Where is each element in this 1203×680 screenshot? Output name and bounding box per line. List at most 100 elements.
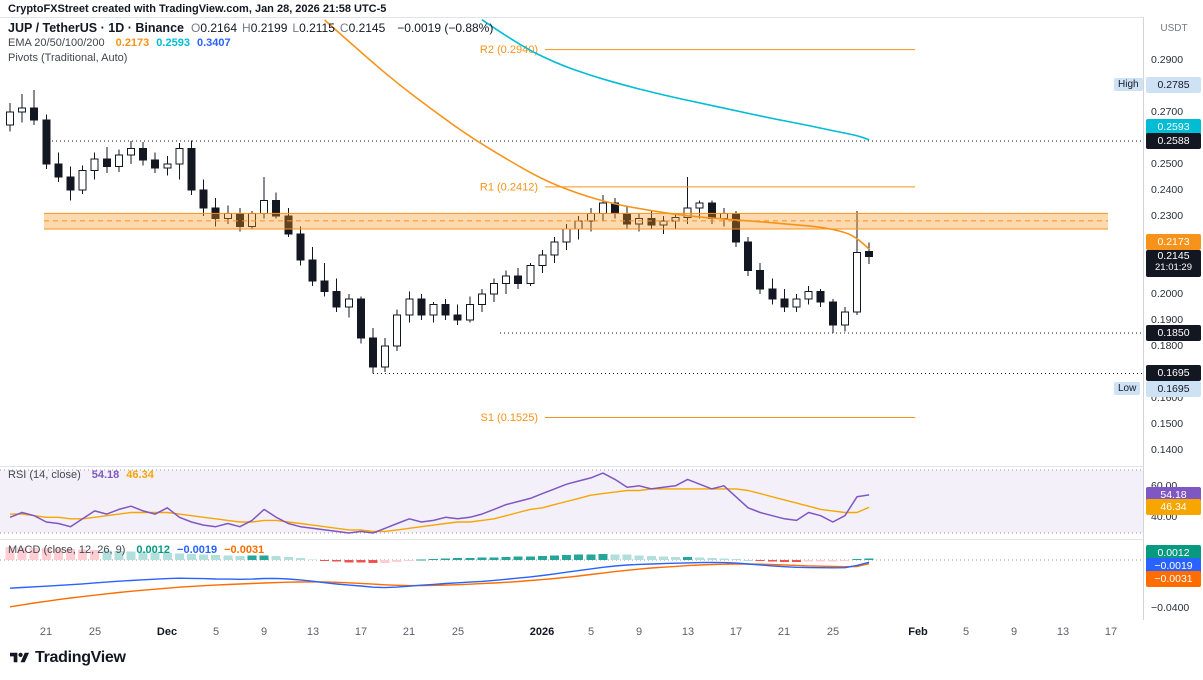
- time-tick: Dec: [156, 626, 178, 638]
- ema-value: 0.2173: [115, 37, 150, 49]
- pivot-level-label: S1 (0.1525): [481, 412, 538, 424]
- rsi-legend[interactable]: RSI (14, close) 54.18 46.34: [8, 469, 154, 481]
- price-badge: 0.1695: [1146, 381, 1201, 397]
- time-scale[interactable]: 21 25 Dec 5 9 13 17 21 25 2026 5 9 13 17 21 25 Feb 5 9 13 17: [0, 620, 1203, 646]
- macd-histogram-bar: [90, 549, 100, 560]
- macd-histogram-bar: [187, 554, 196, 560]
- macd-histogram-bar: [356, 560, 366, 563]
- change-value: −0.0019 (−0.88%): [397, 21, 494, 35]
- axis-currency-label: USDT: [1160, 23, 1188, 34]
- macd-histogram-bar: [864, 558, 874, 560]
- candle-body: [465, 303, 474, 321]
- countdown-timer: 21:01:29: [1155, 262, 1192, 273]
- macd-histogram-bar: [211, 555, 221, 560]
- price-tick: 0.2900: [1151, 54, 1184, 66]
- macd-histogram-bar: [235, 555, 245, 560]
- macd-histogram-bar: [658, 556, 668, 560]
- pivots-legend[interactable]: Pivots (Traditional, Auto): [8, 52, 127, 64]
- price-tick: 0.1900: [1151, 314, 1184, 326]
- symbol-legend[interactable]: JUP / TetherUS · 1D · Binance O0.2164 H0.…: [8, 21, 493, 35]
- macd-histogram-bar: [840, 560, 850, 561]
- macd-histogram-bar: [465, 557, 475, 560]
- macd-legend[interactable]: MACD (close, 12, 26, 9) 0.0012 −0.0019 −0.…: [8, 544, 264, 556]
- time-tick: 2026: [529, 626, 555, 638]
- macd-histogram-bar: [162, 552, 172, 560]
- candle-body: [381, 345, 390, 368]
- price-badge: 0.2173: [1146, 234, 1201, 250]
- macd-value: −0.0031: [224, 544, 265, 556]
- macd-histogram-bar: [852, 558, 862, 560]
- candle-body: [163, 163, 172, 169]
- candle-body: [308, 259, 317, 282]
- macd-histogram-bar: [489, 557, 499, 560]
- macd-histogram-bar: [707, 558, 717, 560]
- candle-body: [332, 290, 341, 308]
- price-tick: 0.1800: [1151, 340, 1184, 352]
- candle-body: [477, 293, 486, 305]
- rsi-panel-separator[interactable]: [0, 466, 1203, 467]
- tradingview-logo-icon: [10, 652, 29, 663]
- candle-body: [598, 202, 607, 214]
- attribution-header: CryptoFXStreet created with TradingView.…: [8, 3, 387, 15]
- macd-value: −0.0019: [177, 544, 218, 556]
- candle-body: [490, 283, 498, 295]
- candle-body: [526, 264, 535, 285]
- rsi-line: [9, 472, 870, 534]
- ohlc-letter: O: [190, 21, 201, 35]
- ema-cyan-line: [481, 19, 870, 141]
- ema-legend[interactable]: EMA 20/50/100/200 0.2173 0.2593 0.3407: [8, 37, 231, 49]
- time-tick: 9: [260, 626, 268, 638]
- macd-histogram-bar: [586, 554, 596, 560]
- price-tick: 0.2500: [1151, 158, 1184, 170]
- price-badge: 0.0012: [1146, 545, 1201, 561]
- candle-body: [393, 314, 402, 347]
- macd-histogram-bar: [114, 550, 124, 560]
- macd-histogram-bar: [150, 552, 160, 560]
- candle-body: [18, 107, 27, 113]
- ohlc-value: 0.2115: [299, 21, 335, 35]
- ema-orange-line: [324, 19, 870, 250]
- macd-histogram-bar: [828, 560, 838, 562]
- ohlc-letter: H: [242, 21, 251, 35]
- macd-label: MACD (close, 12, 26, 9): [8, 544, 126, 556]
- candle-body: [683, 207, 692, 218]
- candle-body: [816, 290, 825, 303]
- candle-body: [502, 275, 511, 285]
- macd-histogram-bar: [259, 555, 269, 560]
- macd-histogram-bar: [634, 555, 644, 560]
- price-badge: −0.0031: [1146, 571, 1201, 587]
- macd-histogram-bar: [223, 555, 233, 560]
- macd-histogram-bar: [332, 560, 342, 562]
- macd-histogram-bar: [283, 556, 293, 560]
- time-tick: 13: [681, 626, 695, 638]
- macd-histogram-bar: [271, 555, 281, 560]
- candle-body: [840, 311, 849, 326]
- time-tick: 13: [306, 626, 320, 638]
- macd-histogram-bar: [344, 560, 354, 563]
- price-tick: −0.0400: [1151, 602, 1190, 614]
- macd-histogram-bar: [646, 555, 656, 560]
- tradingview-logo[interactable]: TradingView: [10, 649, 126, 667]
- candle-body: [441, 303, 450, 316]
- chart-canvas[interactable]: R2 (0.2940)R1 (0.2412)S1 (0.1525): [0, 0, 1143, 620]
- macd-panel-separator[interactable]: [0, 539, 1203, 540]
- candle-body: [272, 199, 281, 217]
- price-scale[interactable]: USDT 0.2900 0.2700 0.2500 0.2400 0.2300 0.200…: [1143, 17, 1203, 620]
- macd-histogram-bar: [683, 557, 693, 560]
- time-tick: 5: [962, 626, 970, 638]
- macd-values: 0.0012 −0.0019 −0.0031: [129, 544, 264, 556]
- macd-histogram-bar: [102, 550, 112, 560]
- candle-body: [768, 288, 777, 300]
- macd-histogram-bar: [41, 548, 51, 560]
- ohlc-value: 0.2145: [348, 21, 386, 35]
- candle-body: [514, 275, 523, 285]
- macd-histogram-bar: [404, 560, 414, 561]
- price-badge: −0.0019: [1146, 558, 1201, 574]
- candle-body: [102, 158, 111, 168]
- candle-body: [187, 147, 196, 191]
- candle-body: [756, 270, 765, 290]
- tradingview-logo-text: TradingView: [35, 649, 126, 666]
- macd-histogram-bar: [477, 557, 487, 560]
- time-tick: Feb: [908, 626, 928, 638]
